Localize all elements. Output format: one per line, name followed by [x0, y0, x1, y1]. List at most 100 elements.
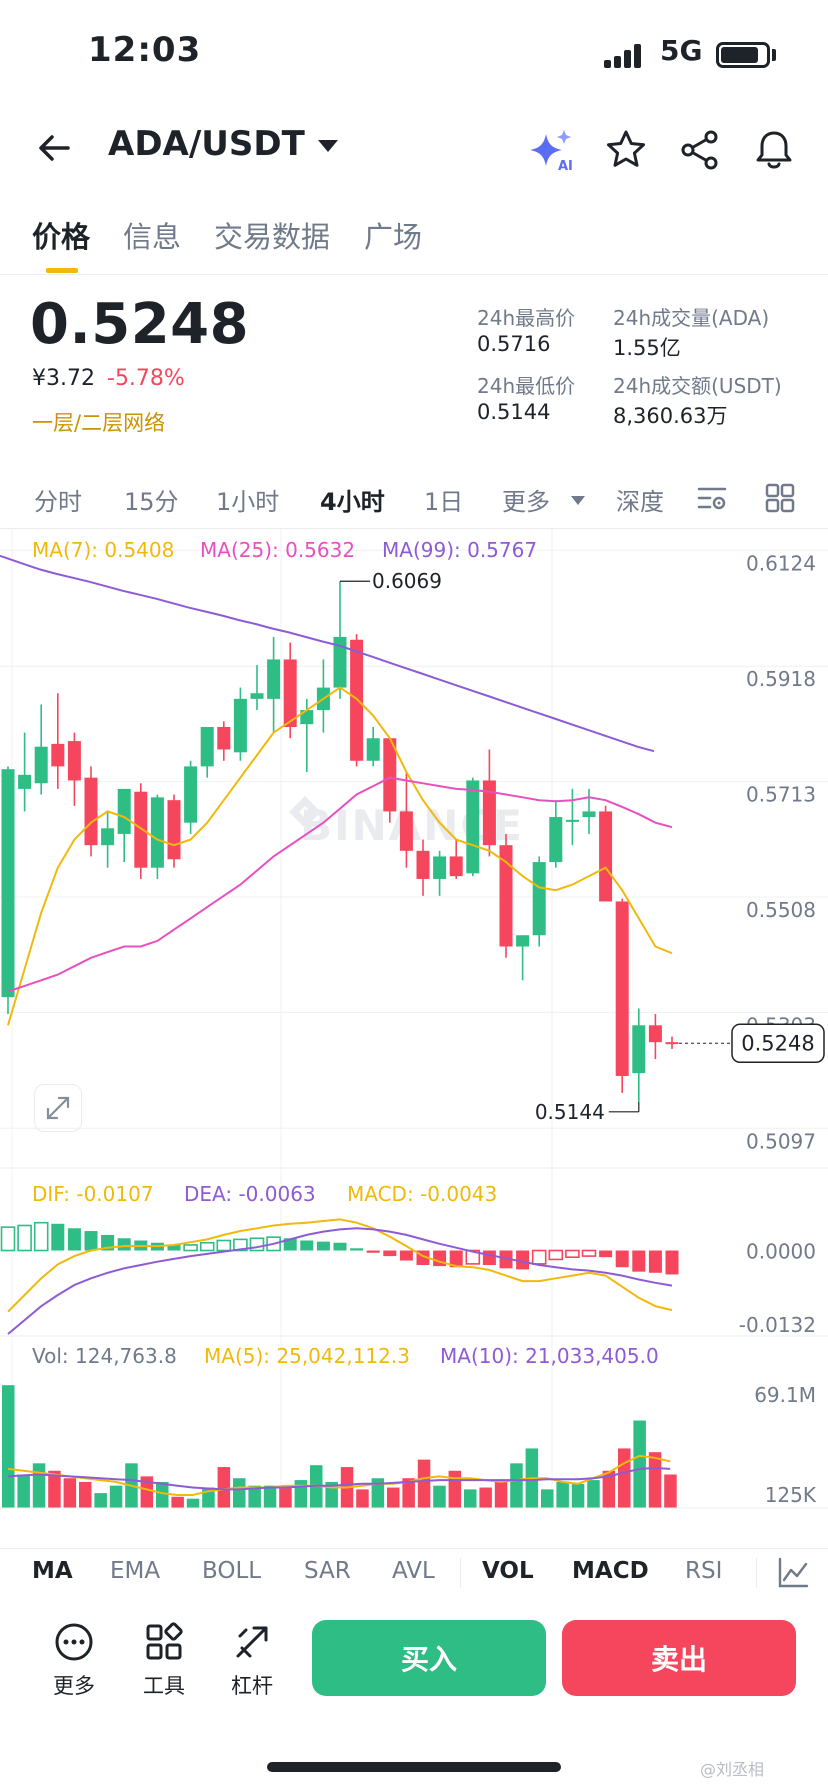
volume-bar	[156, 1481, 169, 1508]
kline-chart[interactable]: 0.61240.59180.57130.55080.53030.5097BINA…	[0, 528, 828, 1520]
caret-down-icon[interactable]	[316, 136, 340, 156]
tab-price[interactable]: 价格	[32, 220, 91, 254]
chart-settings-icon[interactable]	[696, 482, 728, 514]
tab-info[interactable]: 信息	[123, 220, 182, 254]
star-icon[interactable]	[604, 128, 648, 172]
indicator-tab-sar[interactable]: SAR	[304, 1558, 351, 1584]
macd-dea-line	[7, 1227, 673, 1335]
volume-bar	[387, 1487, 400, 1508]
vol-axis-label: 125K	[765, 1483, 817, 1507]
macd-bar	[665, 1250, 679, 1275]
vol-ma5-legend: MA(5): 25,042,112.3	[204, 1344, 410, 1368]
ma25-line	[7, 776, 673, 993]
volume-bar	[63, 1478, 77, 1508]
expand-chart-icon[interactable]	[34, 1084, 82, 1132]
ma7-line	[7, 686, 673, 1026]
time-axis-label: -08 00:00	[10, 1517, 107, 1520]
share-icon[interactable]	[678, 128, 722, 172]
interval-1d[interactable]: 1日	[424, 488, 464, 516]
home-indicator[interactable]	[267, 1762, 561, 1772]
candle-body	[117, 788, 131, 834]
macd-bar	[33, 1221, 49, 1252]
volume-bar	[618, 1448, 631, 1508]
volume-bar	[48, 1470, 61, 1508]
indicator-settings-icon[interactable]	[776, 1556, 810, 1590]
candle-body	[134, 791, 148, 868]
leverage-icon[interactable]	[232, 1622, 272, 1662]
macd-bar	[449, 1250, 463, 1268]
pair-selector[interactable]: ADA/USDT	[108, 124, 305, 164]
indicator-tab-ma[interactable]: MA	[32, 1558, 73, 1584]
action-leverage-label[interactable]: 杠杆	[231, 1674, 273, 1698]
volume-bar	[233, 1478, 246, 1508]
volume-bar	[17, 1474, 30, 1508]
tools-grid-icon[interactable]	[144, 1622, 184, 1662]
macd-bar	[350, 1248, 364, 1251]
volume-bar	[32, 1463, 46, 1508]
stat-value-volume: 1.55亿	[613, 336, 681, 360]
more-caret-icon[interactable]	[570, 491, 586, 505]
candle-body	[18, 774, 32, 789]
interval-depth[interactable]: 深度	[616, 488, 664, 516]
indicator-separator-2	[756, 1558, 757, 1588]
candle-body	[250, 693, 264, 699]
volume-bar	[571, 1483, 585, 1508]
interval-1h[interactable]: 1小时	[216, 488, 280, 516]
ma99-legend: MA(99): 0.5767	[382, 538, 538, 562]
macd-bar	[482, 1250, 496, 1265]
indicator-tab-avl[interactable]: AVL	[392, 1558, 435, 1584]
interval-time[interactable]: 分时	[34, 488, 82, 516]
volume-bar	[402, 1478, 415, 1508]
candle-body	[300, 710, 314, 725]
macd-bar	[183, 1244, 198, 1252]
candle-body	[217, 726, 231, 750]
status-time: 12:03	[88, 30, 202, 70]
interval-4h[interactable]: 4小时	[320, 488, 385, 516]
indicator-tab-macd[interactable]: MACD	[572, 1558, 649, 1584]
macd-legend: MACD: -0.0043	[347, 1182, 498, 1206]
candle-body	[565, 819, 579, 822]
macd-bar	[167, 1244, 181, 1251]
candle-body	[599, 811, 613, 902]
back-arrow-icon[interactable]	[34, 128, 74, 168]
vol-ma5-line	[7, 1454, 671, 1496]
macd-axis-label: -0.0132	[739, 1313, 816, 1337]
ai-sparkle-icon[interactable]: AI	[528, 128, 576, 174]
battery-icon	[716, 42, 770, 68]
macd-bar	[648, 1250, 662, 1273]
candle-body	[416, 850, 430, 879]
more-dots-icon[interactable]	[54, 1622, 94, 1662]
volume-bar	[94, 1493, 107, 1508]
macd-bar	[366, 1250, 380, 1253]
action-tools-label[interactable]: 工具	[143, 1674, 185, 1698]
layout-grid-icon[interactable]	[764, 482, 796, 514]
macd-bar	[17, 1224, 32, 1252]
macd-bar	[199, 1241, 215, 1252]
candle-body	[632, 1025, 646, 1074]
candle-body	[233, 698, 247, 753]
tab-square[interactable]: 广场	[364, 220, 423, 254]
sell-button[interactable]: 卖出	[562, 1620, 796, 1696]
candle-body	[34, 746, 48, 784]
candle-body	[549, 817, 563, 863]
candle-body	[200, 726, 214, 767]
candle-body	[449, 856, 463, 877]
action-more-label[interactable]: 更多	[53, 1674, 95, 1698]
indicator-tab-rsi[interactable]: RSI	[685, 1558, 723, 1584]
volume-bar	[171, 1496, 184, 1508]
candle-body	[665, 1042, 679, 1045]
indicator-tab-ema[interactable]: EMA	[110, 1558, 161, 1584]
buy-button[interactable]: 买入	[312, 1620, 546, 1696]
dif-legend: DIF: -0.0107	[32, 1182, 154, 1206]
indicator-tab-boll[interactable]: BOLL	[202, 1558, 262, 1584]
interval-15m[interactable]: 15分	[124, 488, 179, 516]
macd-bar	[216, 1239, 232, 1252]
candle-body	[399, 811, 413, 851]
interval-more[interactable]: 更多	[502, 488, 550, 516]
indicator-tab-vol[interactable]: VOL	[482, 1558, 534, 1584]
volume-bar	[109, 1485, 123, 1508]
tab-trading-data[interactable]: 交易数据	[214, 220, 331, 254]
network-tag[interactable]: 一层/二层网络	[32, 411, 166, 435]
dea-legend: DEA: -0.0063	[184, 1182, 316, 1206]
bell-icon[interactable]	[752, 128, 796, 172]
